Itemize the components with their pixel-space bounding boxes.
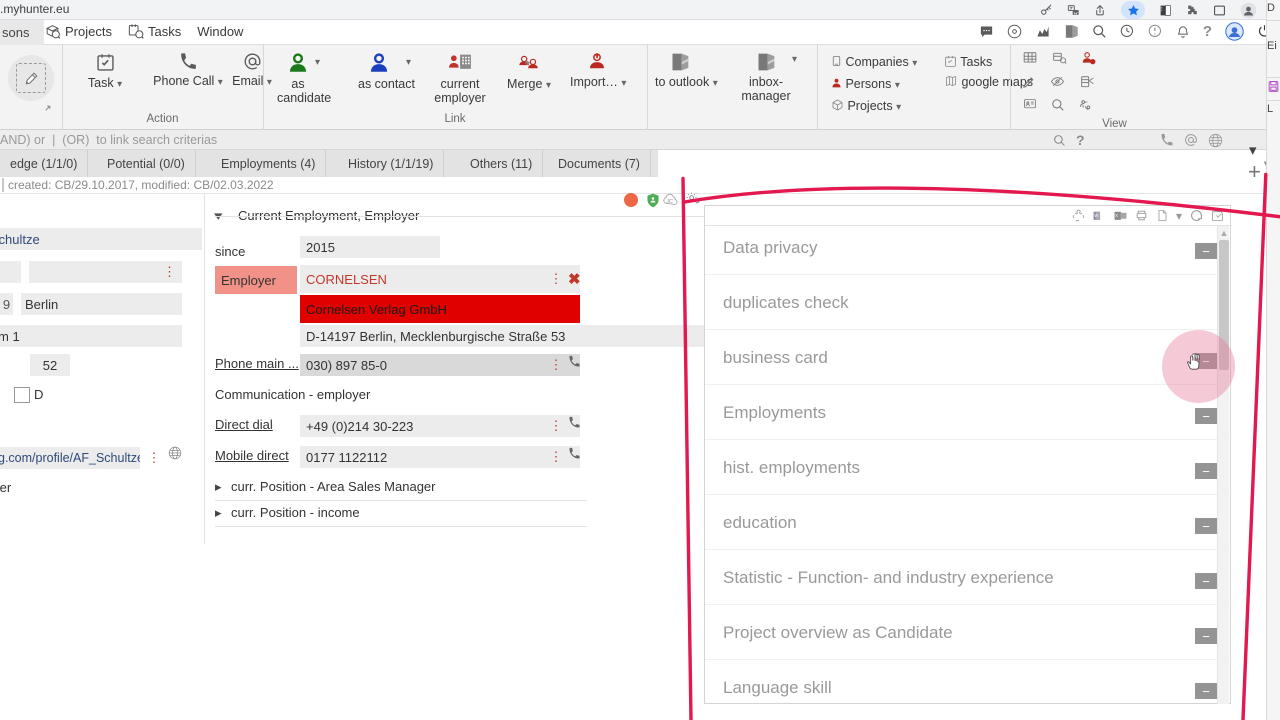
svg-text:X: X — [1115, 213, 1118, 218]
svg-text:JC: JC — [666, 199, 673, 205]
